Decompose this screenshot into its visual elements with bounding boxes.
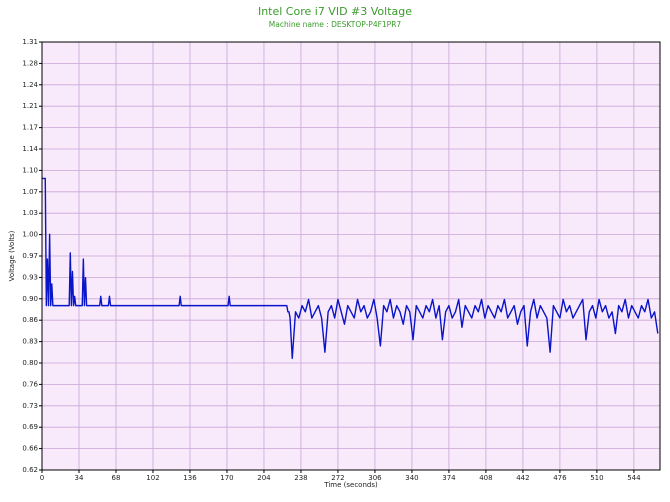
x-tick-label: 306 [368, 474, 382, 482]
y-tick-label: 1.10 [22, 166, 38, 174]
y-tick-label: 1.00 [22, 231, 38, 239]
y-tick-label: 0.97 [22, 252, 38, 260]
data-line [42, 177, 659, 360]
x-tick-label: 68 [112, 474, 121, 482]
y-tick-label: 1.17 [22, 124, 38, 132]
y-tick-label: 0.86 [22, 316, 38, 324]
y-tick-label: 1.31 [22, 38, 38, 46]
y-tick-label: 1.28 [22, 59, 38, 67]
chart-title: Intel Core i7 VID #3 Voltage [258, 5, 412, 18]
y-tick-label: 0.73 [22, 402, 38, 410]
y-tick-label: 1.24 [22, 81, 38, 89]
x-tick-label: 238 [294, 474, 307, 482]
y-tick-label: 0.93 [22, 273, 38, 281]
x-tick-label: 544 [627, 474, 641, 482]
x-tick-label: 476 [553, 474, 567, 482]
y-tick-label: 0.76 [22, 380, 38, 388]
y-tick-label: 0.83 [22, 338, 38, 346]
y-tick-label: 0.80 [22, 359, 38, 367]
x-tick-label: 374 [442, 474, 456, 482]
y-tick-label: 0.66 [22, 445, 38, 453]
x-tick-label: 34 [75, 474, 84, 482]
y-tick-label: 1.21 [22, 102, 38, 110]
x-tick-label: 272 [331, 474, 344, 482]
x-tick-label: 340 [405, 474, 418, 482]
y-tick-label: 0.90 [22, 295, 38, 303]
x-tick-label: 170 [220, 474, 233, 482]
y-axis-label: Voltage (Volts) [8, 230, 16, 281]
x-tick-label: 510 [590, 474, 603, 482]
y-tick-label: 1.07 [22, 188, 38, 196]
y-tick-label: 0.62 [22, 466, 38, 474]
plot-border [41, 41, 661, 471]
y-tick-label: 1.14 [22, 145, 38, 153]
x-tick-label: 408 [479, 474, 492, 482]
x-tick-label: 0 [40, 474, 44, 482]
chart-subtitle: Machine name : DESKTOP-P4F1PR7 [269, 20, 402, 29]
x-axis-label: Time (seconds) [323, 481, 378, 489]
x-tick-label: 102 [146, 474, 159, 482]
y-tick-label: 0.69 [22, 423, 38, 431]
x-tick-label: 442 [516, 474, 529, 482]
x-tick-label: 204 [257, 474, 271, 482]
y-tick-label: 1.03 [22, 209, 38, 217]
x-tick-label: 136 [183, 474, 197, 482]
